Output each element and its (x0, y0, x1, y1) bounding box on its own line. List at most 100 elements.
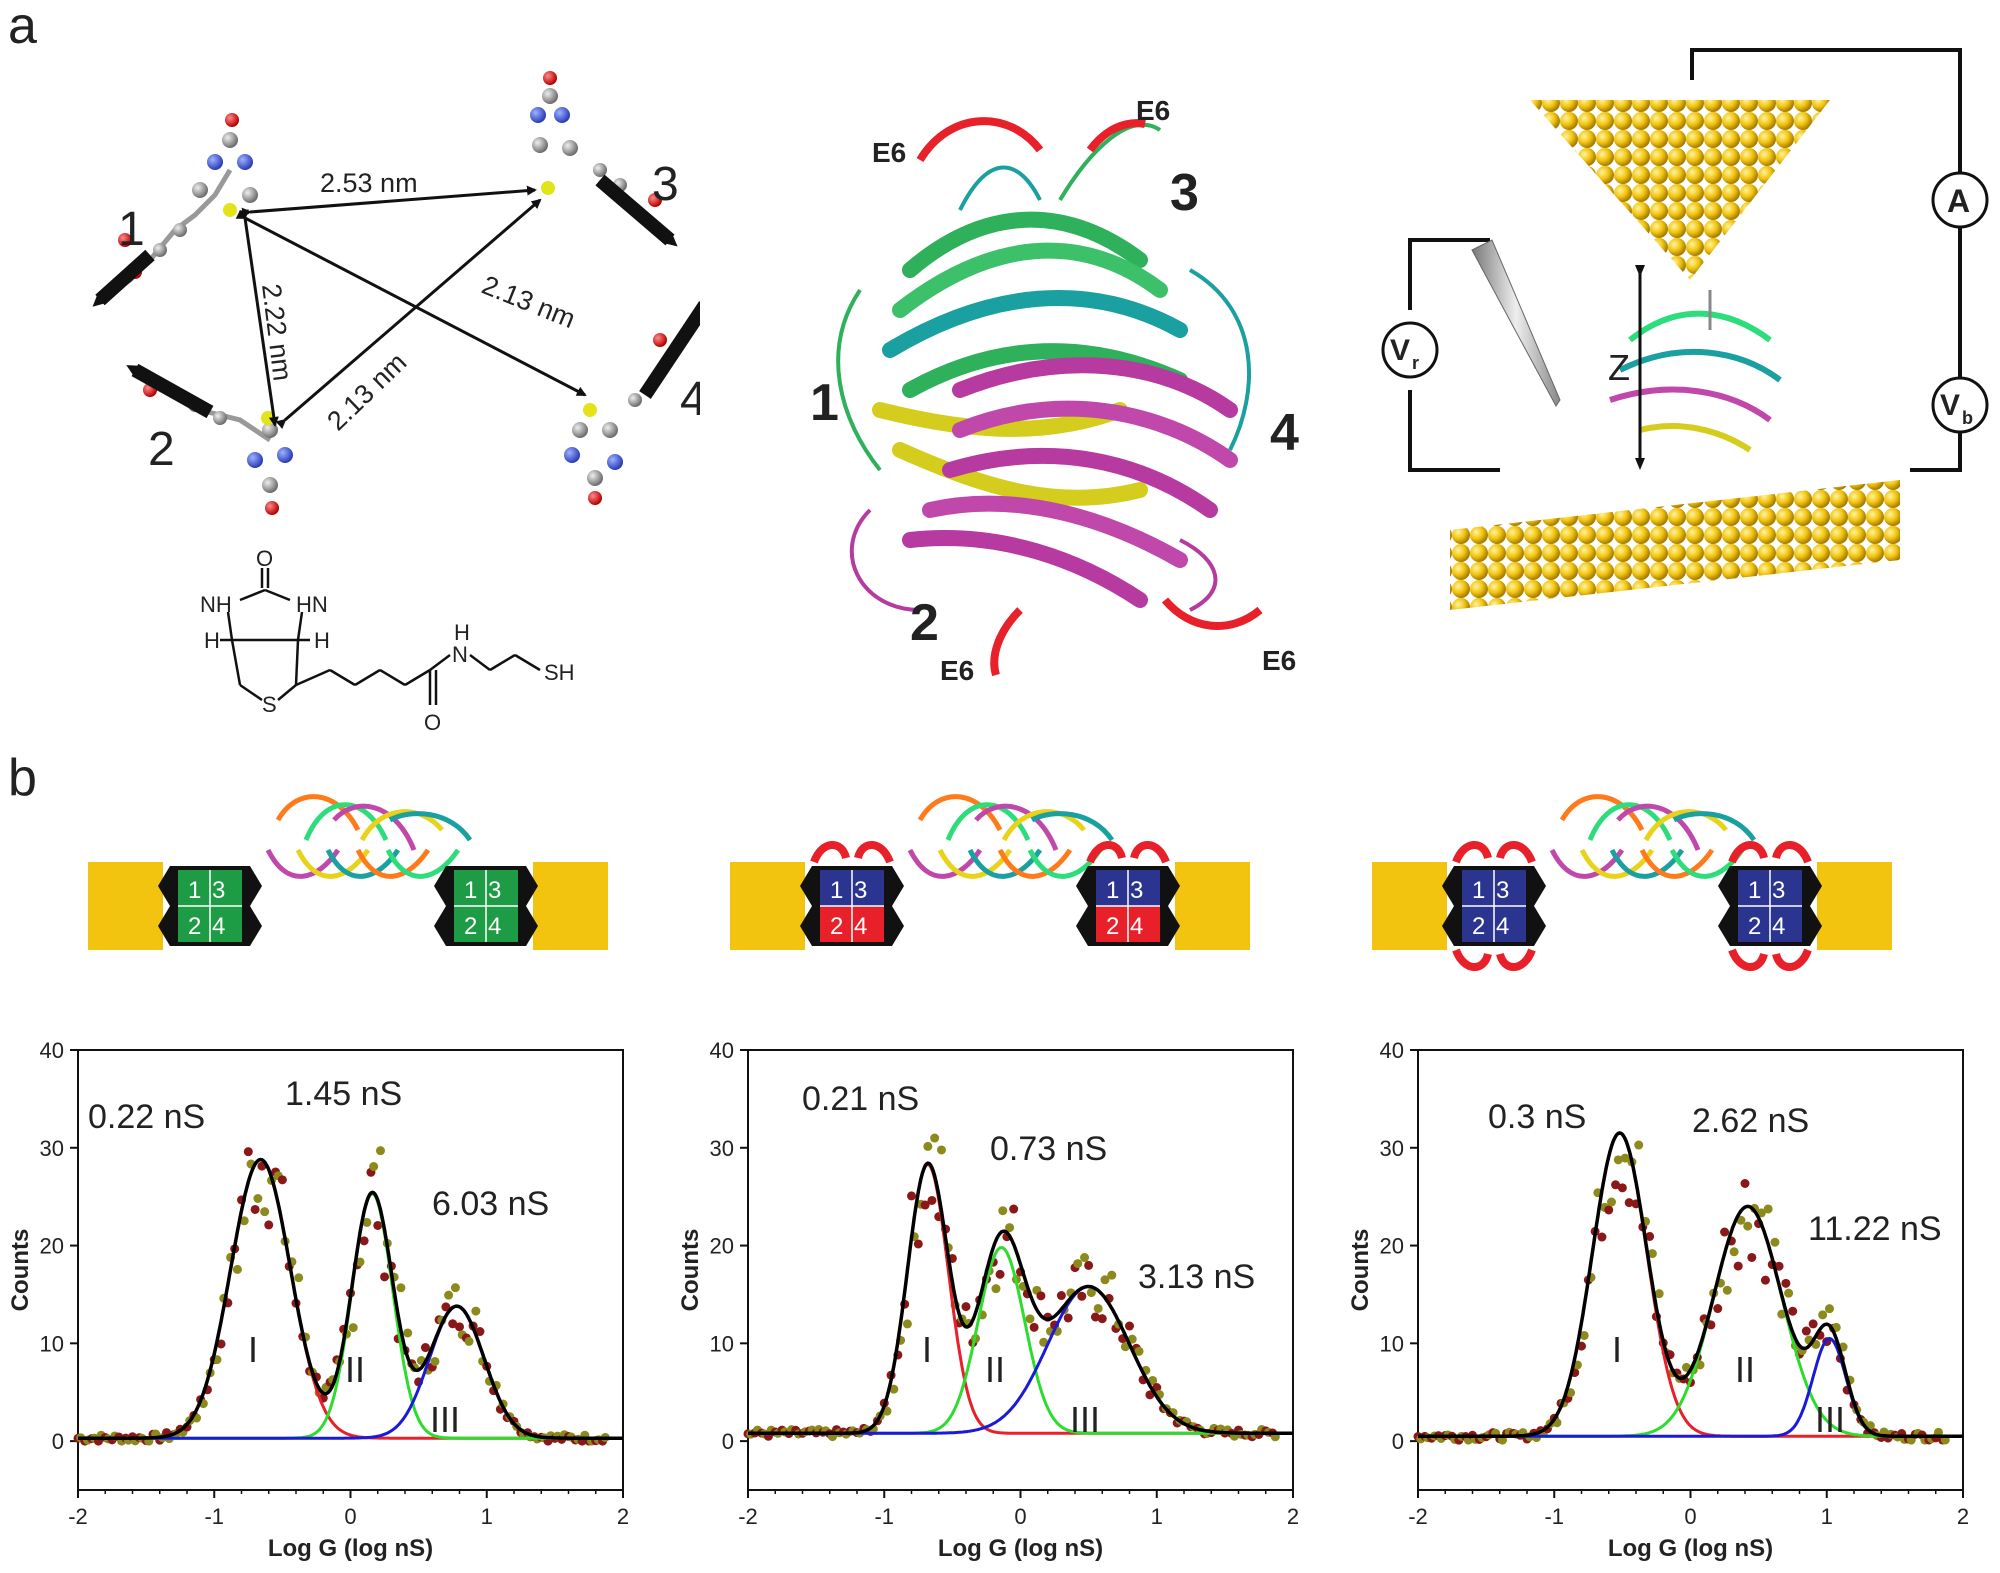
data-point (441, 1302, 451, 1312)
data-point (1084, 1260, 1094, 1270)
distance-arrows (235, 185, 587, 430)
data-point (920, 1200, 930, 1210)
data-point (1624, 1198, 1634, 1208)
data-point (362, 1217, 372, 1227)
data-point (430, 1356, 440, 1366)
chem-o-bottom: O (424, 710, 441, 735)
data-point (444, 1290, 454, 1300)
ammeter-label: A (1947, 183, 1970, 219)
data-point (380, 1272, 390, 1282)
data-point (913, 1239, 923, 1249)
data-point (1063, 1313, 1073, 1323)
data-point (216, 1339, 226, 1349)
y-tick-label: 20 (710, 1234, 734, 1259)
x-axis-label: Log G (log nS) (1608, 1535, 1773, 1562)
total-fit (748, 1161, 1293, 1436)
subunit-label: 3 (488, 877, 501, 904)
data-point (1760, 1275, 1770, 1285)
e6-label-1: E6 (872, 137, 906, 168)
chem-sh: SH (544, 660, 575, 685)
site-label-1: 1 (118, 203, 145, 256)
data-point (961, 1302, 971, 1312)
chem-n: N (452, 642, 468, 667)
y-tick-label: 30 (40, 1136, 64, 1161)
y-tick-label: 0 (52, 1429, 64, 1454)
chem-s: S (262, 692, 277, 717)
e6-cap (1496, 841, 1536, 864)
peak-annotation-1: 0.3 nS (1488, 1098, 1586, 1136)
data-point (294, 1273, 304, 1283)
data-point (1763, 1204, 1773, 1214)
y-tick-label: 10 (40, 1331, 64, 1356)
junction-schematics: 1 32 41 32 41 32 41 32 41 32 41 32 4 (88, 794, 1892, 971)
left-streptavidin: 1 32 4 (158, 866, 262, 946)
schematic-2: 1 32 41 32 4 (730, 794, 1250, 950)
x-tick-label: -1 (204, 1504, 224, 1529)
subunit-label: 2 (1106, 913, 1119, 940)
biotin-model-2 (126, 363, 293, 515)
data-point (253, 1194, 263, 1204)
data-point (1134, 1346, 1144, 1356)
peak-label-3: III (430, 1399, 460, 1440)
vr-label: V (1390, 334, 1410, 367)
bridging-protein (907, 794, 1115, 879)
peak-fit-3 (1418, 1336, 1963, 1438)
vb-label: V (1940, 389, 1960, 422)
subunit-label: 1 (464, 877, 477, 904)
left-electrode (88, 862, 163, 950)
data-point (359, 1236, 369, 1246)
y-tick-label: 30 (1380, 1136, 1404, 1161)
data-point (936, 1145, 946, 1155)
protein-site-4: 4 (1270, 404, 1299, 462)
y-tick-label: 30 (710, 1136, 734, 1161)
e6-cap (1496, 948, 1536, 971)
y-tick-label: 10 (1380, 1331, 1404, 1356)
y-tick-label: 0 (1392, 1429, 1404, 1454)
bias-voltage-meter: V b (1931, 376, 1989, 434)
biotin-model-1 (92, 113, 258, 307)
data-point (1093, 1303, 1103, 1313)
x-tick-label: 1 (481, 1504, 493, 1529)
data-point (1009, 1204, 1019, 1214)
subunit-label: 2 (1748, 913, 1761, 940)
data-point (1620, 1153, 1630, 1163)
e6-cap (1130, 841, 1170, 864)
data-point (239, 1216, 249, 1226)
data-point (923, 1141, 933, 1151)
x-tick-label: -1 (1544, 1504, 1564, 1529)
subunit-label: 4 (854, 913, 867, 940)
data-point (1788, 1306, 1798, 1316)
peak-label-1: I (922, 1329, 932, 1370)
peak-label-2: II (345, 1349, 365, 1390)
data-point (373, 1220, 383, 1230)
e6-cap (1452, 841, 1492, 864)
x-tick-label: 2 (617, 1504, 629, 1529)
data-point (1740, 1178, 1750, 1188)
peak-label-3: III (1070, 1399, 1100, 1440)
left-electrode (1372, 862, 1447, 950)
data-point (1604, 1205, 1614, 1215)
x-tick-label: -2 (1408, 1504, 1428, 1529)
data-point (450, 1283, 460, 1293)
x-tick-label: 2 (1957, 1504, 1969, 1529)
data-point (1770, 1237, 1780, 1247)
data-point (403, 1328, 413, 1338)
data-point (1606, 1197, 1616, 1207)
x-axis-label: Log G (log nS) (268, 1535, 433, 1562)
data-point (1056, 1291, 1066, 1301)
peak-fit-1 (1418, 1131, 1963, 1438)
site-label-3: 3 (652, 158, 679, 211)
chem-hn-right: HN (296, 592, 328, 617)
data-point (927, 1195, 937, 1205)
data-point (277, 1175, 287, 1185)
x-tick-label: 0 (1014, 1504, 1026, 1529)
reference-electrode (1471, 239, 1561, 407)
left-streptavidin: 1 32 4 (1442, 841, 1546, 971)
schematic-3: 1 32 41 32 4 (1372, 794, 1892, 971)
data-point (375, 1146, 385, 1156)
subunit-label: 1 (1472, 877, 1485, 904)
data-point (420, 1343, 430, 1353)
data-point (355, 1257, 365, 1267)
